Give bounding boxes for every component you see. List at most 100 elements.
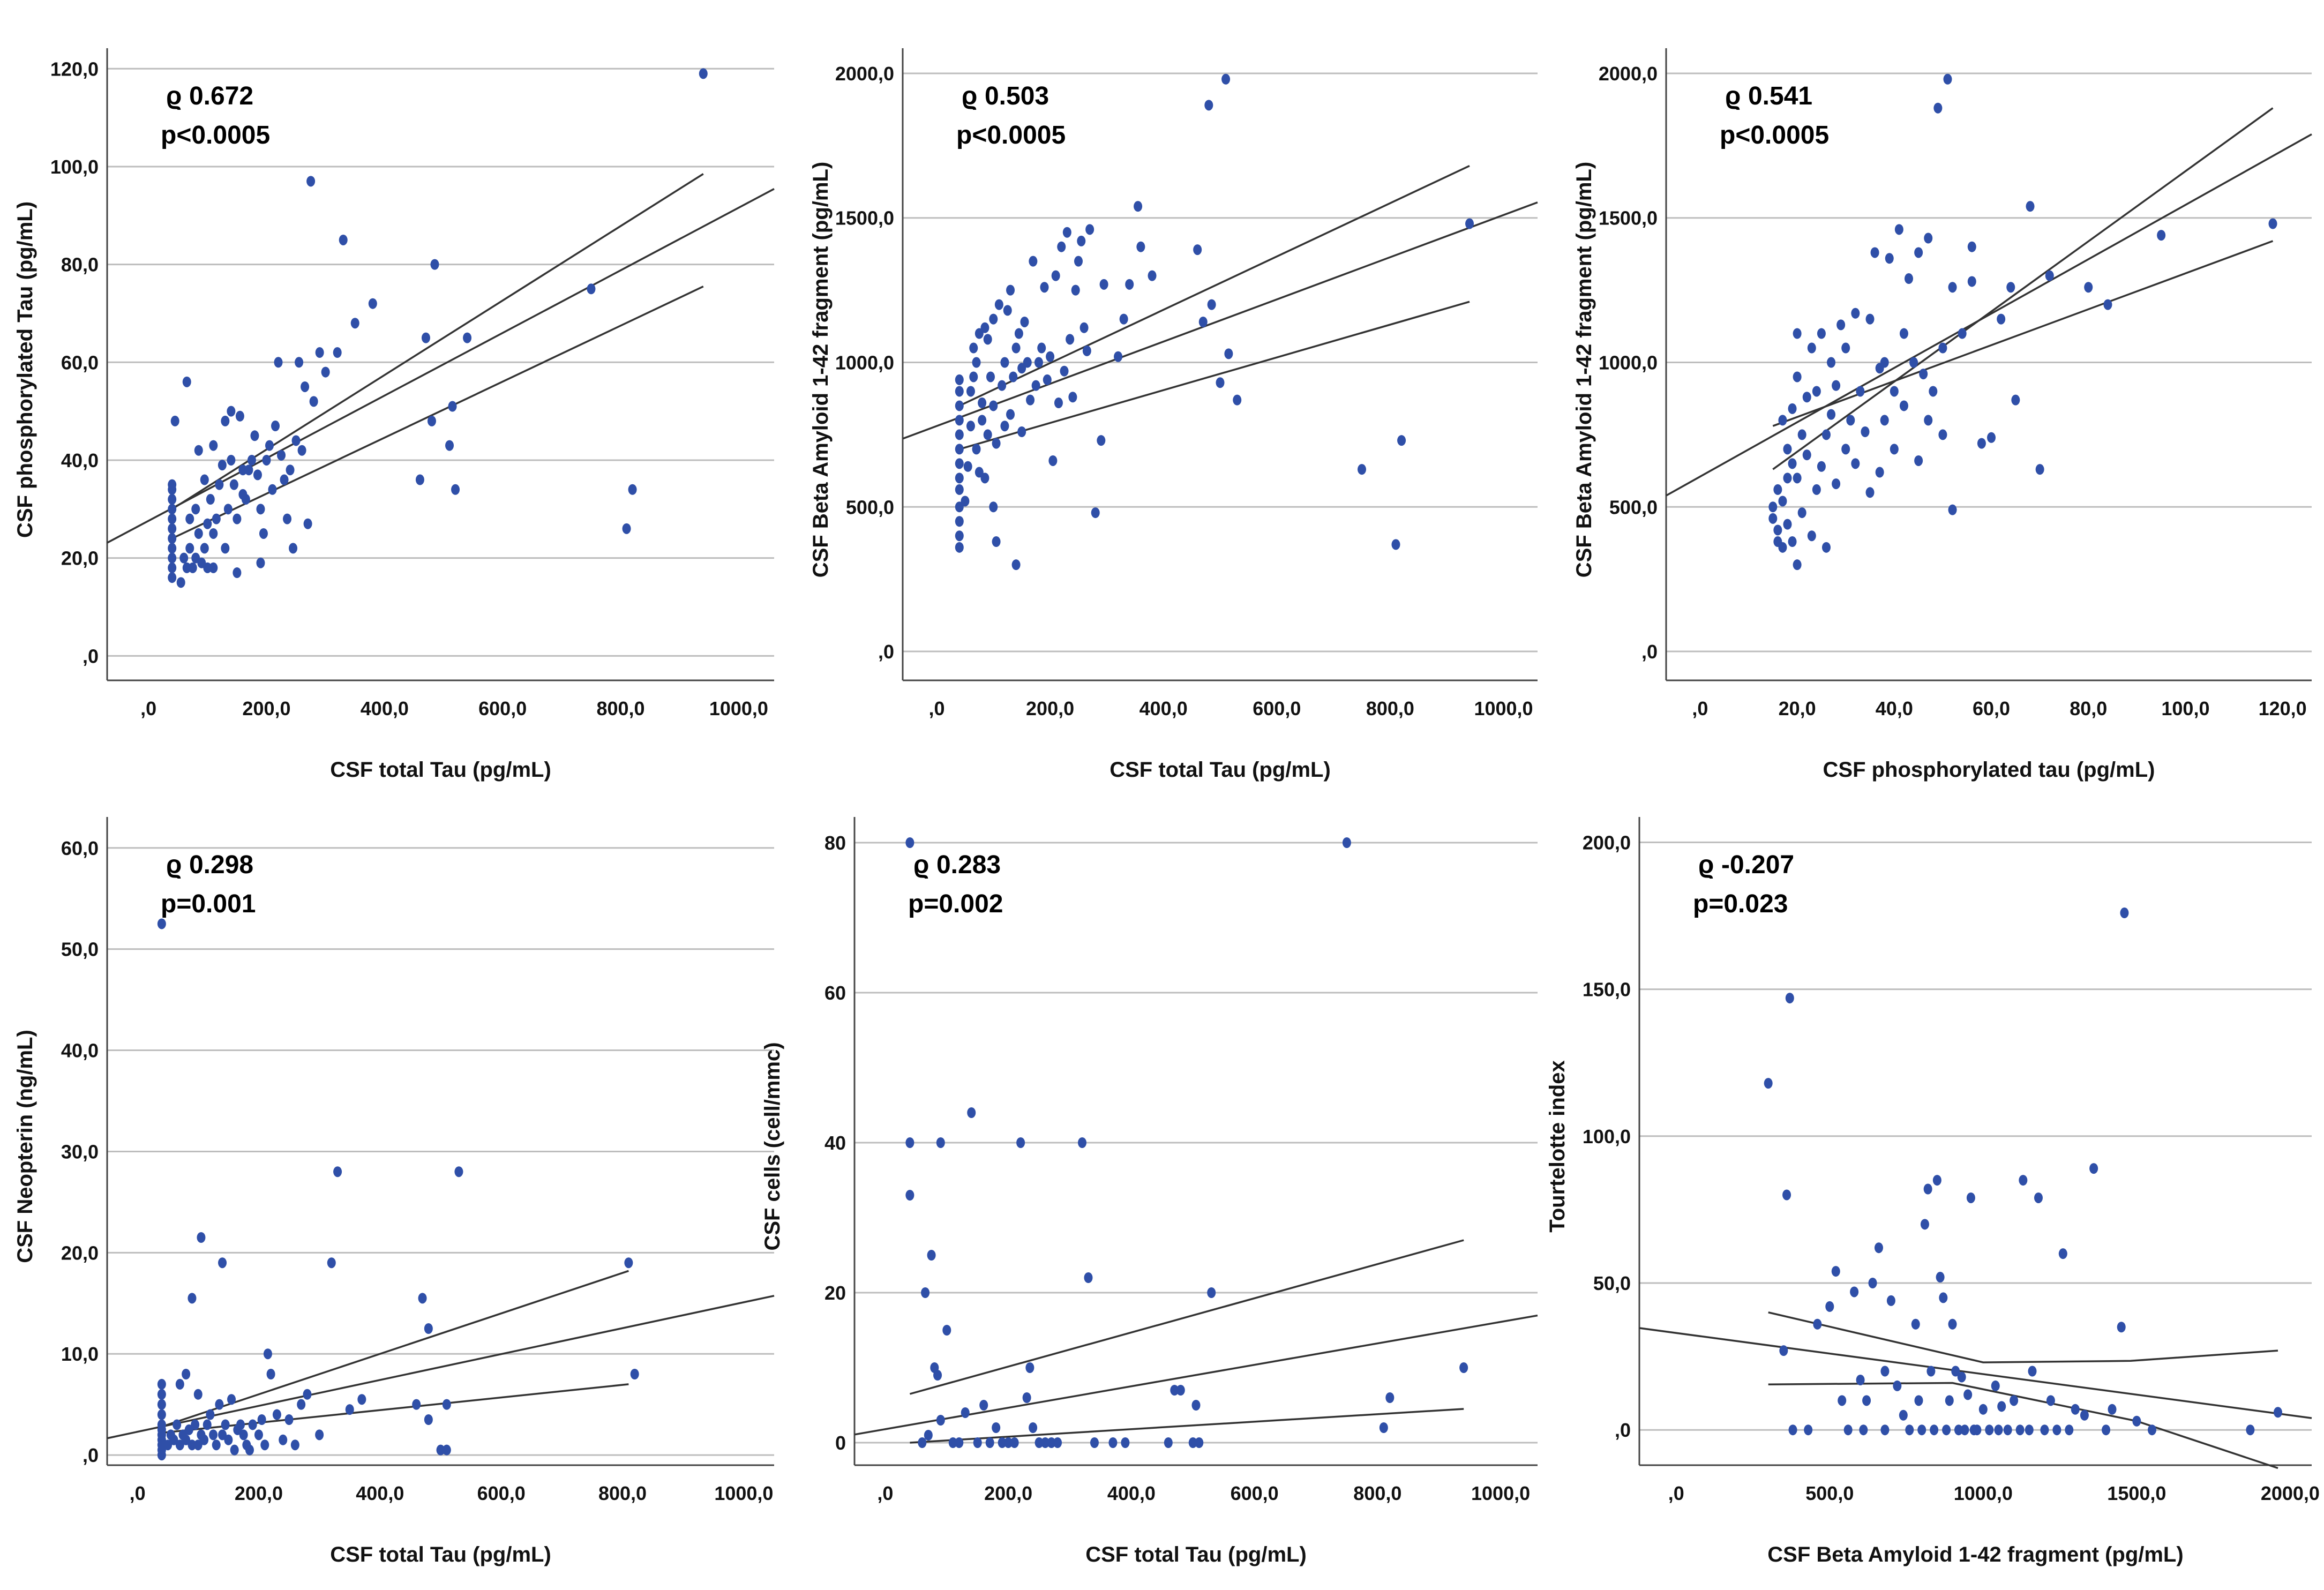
y-tick-label: ,0 xyxy=(1615,1419,1631,1441)
data-point xyxy=(1465,218,1474,229)
data-point xyxy=(233,513,242,524)
data-point xyxy=(1905,273,1914,284)
ci-lower-line xyxy=(1772,240,2274,427)
data-point xyxy=(309,396,318,407)
data-point xyxy=(1920,1219,1929,1230)
data-point xyxy=(1917,1424,1926,1436)
data-point xyxy=(1037,342,1046,354)
data-point xyxy=(1987,432,1996,443)
data-point xyxy=(2058,1248,2067,1259)
data-point xyxy=(992,1422,1001,1433)
data-point xyxy=(983,334,992,345)
data-point xyxy=(215,479,224,490)
data-point xyxy=(966,386,975,397)
data-point xyxy=(203,562,212,573)
y-tick-label: 100,0 xyxy=(1583,1126,1631,1148)
data-point xyxy=(200,1434,209,1445)
data-point xyxy=(1804,1424,1813,1436)
data-point xyxy=(427,415,436,426)
y-tick-label: 20,0 xyxy=(61,1242,99,1264)
data-point xyxy=(955,542,964,553)
rho-label: ϱ 0.298 xyxy=(166,851,253,879)
p-value-label: p<0.0005 xyxy=(161,121,270,149)
data-point xyxy=(280,474,289,485)
data-point xyxy=(218,460,227,471)
y-tick-label: ,0 xyxy=(83,645,99,667)
data-point xyxy=(1779,1345,1788,1356)
data-point xyxy=(1942,1424,1951,1436)
data-point xyxy=(1923,1183,1932,1195)
regression-line xyxy=(1639,1327,2312,1419)
data-point xyxy=(986,371,995,382)
data-point xyxy=(197,1232,206,1243)
data-point xyxy=(955,444,964,455)
x-tick-label: 800,0 xyxy=(1353,1482,1401,1504)
data-point xyxy=(961,496,970,507)
data-point xyxy=(1924,415,1933,426)
data-point xyxy=(1068,392,1077,403)
data-point xyxy=(206,494,215,505)
data-point xyxy=(1939,1292,1948,1303)
data-point xyxy=(1788,1424,1797,1436)
data-point xyxy=(168,504,177,515)
data-point xyxy=(989,400,998,411)
data-point xyxy=(1938,342,1947,354)
data-point xyxy=(1832,380,1841,391)
data-point xyxy=(983,429,992,440)
x-tick-label: 60,0 xyxy=(1973,698,2010,719)
data-point xyxy=(624,1257,633,1269)
data-point xyxy=(1385,1392,1395,1403)
data-point xyxy=(1193,244,1202,256)
data-point xyxy=(905,837,914,848)
data-point xyxy=(1136,241,1145,252)
x-tick-label: 200,0 xyxy=(1026,698,1074,719)
data-point xyxy=(1797,429,1806,440)
data-point xyxy=(955,400,964,411)
data-point xyxy=(223,504,233,515)
data-point xyxy=(250,430,259,441)
data-point xyxy=(1911,1318,1920,1330)
data-point xyxy=(1119,313,1128,325)
data-point xyxy=(191,1419,200,1430)
panel-3: ,0 500,0 1000,0 1500,0 2000,0 ,0 20,0 40,0 60,0 8… xyxy=(1572,48,2312,782)
data-point xyxy=(2080,1409,2089,1421)
data-point xyxy=(1932,1175,1941,1186)
x-tick-label: 20,0 xyxy=(1779,698,1816,719)
data-point xyxy=(1207,1287,1216,1298)
data-point xyxy=(1000,357,1009,368)
data-point xyxy=(2102,1424,2111,1436)
data-point xyxy=(303,518,312,529)
data-point xyxy=(1397,435,1406,446)
data-point xyxy=(2157,230,2166,241)
data-point xyxy=(1029,256,1038,267)
x-axis-label: CSF Beta Amyloid 1-42 fragment (pg/mL) xyxy=(1767,1543,2183,1566)
data-point xyxy=(587,283,596,295)
data-point xyxy=(974,467,984,478)
data-point xyxy=(1099,279,1108,290)
data-point xyxy=(212,1439,221,1451)
data-point xyxy=(327,1257,336,1269)
data-point xyxy=(1062,227,1071,238)
x-tick-label: ,0 xyxy=(130,1482,146,1504)
data-point xyxy=(295,357,304,368)
x-tick-label: 2000,0 xyxy=(2261,1482,2320,1504)
ci-upper-line xyxy=(959,165,1470,407)
data-point xyxy=(1936,1272,1945,1283)
data-point xyxy=(194,528,203,539)
data-point xyxy=(1188,1437,1197,1448)
ci-upper-line xyxy=(909,1239,1464,1395)
data-point xyxy=(1793,472,1802,484)
data-point xyxy=(244,464,253,476)
data-point xyxy=(2011,394,2020,406)
data-point xyxy=(2015,1424,2025,1436)
data-point xyxy=(1812,484,1821,495)
data-point xyxy=(239,1429,248,1441)
x-tick-label: 400,0 xyxy=(356,1482,404,1504)
data-point xyxy=(1994,1424,2003,1436)
data-point xyxy=(230,1444,239,1456)
data-point xyxy=(301,381,310,392)
data-point xyxy=(185,543,194,554)
y-tick-label: 2000,0 xyxy=(835,63,894,85)
data-point xyxy=(980,472,989,484)
data-point xyxy=(998,1437,1007,1448)
